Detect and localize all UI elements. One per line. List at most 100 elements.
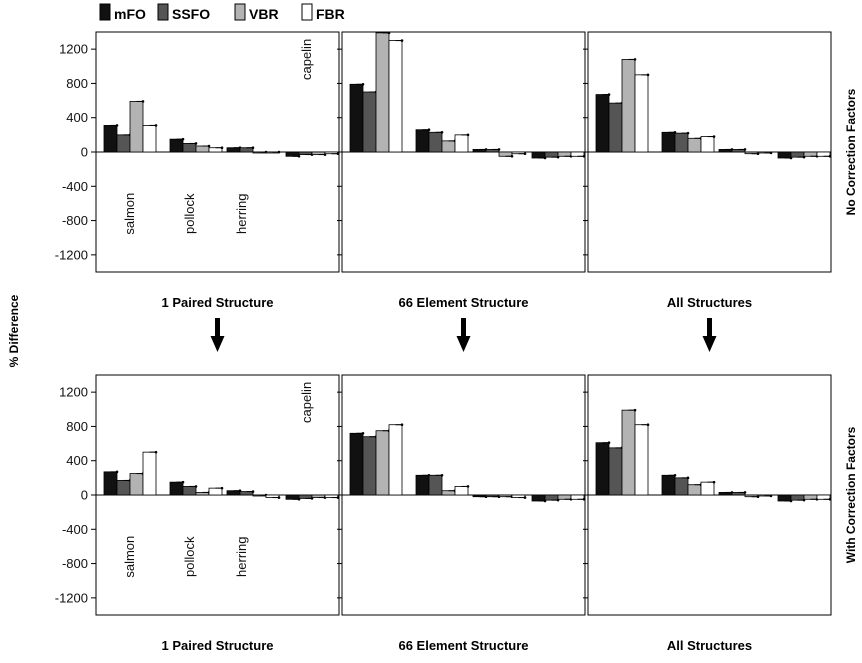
bar-fbr-salmon <box>634 424 649 496</box>
panel-1-1: 1200 800 400 0 -400 -800 -1200 salmon pollock her… <box>55 31 340 310</box>
panel-2-1: 1200 800 400 0 -400 -800 -1200 salmon pollock her… <box>55 374 340 653</box>
bar-vbr-capelin <box>803 494 818 500</box>
category-label-pollock: pollock <box>182 536 197 577</box>
down-arrow-shaft-3 <box>707 318 712 338</box>
y-tick-label: -400 <box>62 179 88 194</box>
bar-vbr-capelin <box>803 151 818 157</box>
error-cap <box>181 480 185 484</box>
error-cap <box>115 124 119 127</box>
arrows <box>210 318 717 352</box>
bar-ssfo-salmon <box>116 134 131 153</box>
bar-ssfo-pollock <box>428 474 443 496</box>
bar-fbr-pollock <box>208 147 223 153</box>
error-cap <box>194 142 198 145</box>
bar-ssfo-salmon <box>608 447 623 496</box>
legend: mFO SSFO VBR FBR <box>99 3 345 22</box>
error-cap <box>427 128 431 132</box>
y-tick-label: -400 <box>62 522 88 537</box>
error-cap <box>466 485 470 488</box>
category-label-herring: herring <box>234 193 249 233</box>
error-cap <box>466 133 470 137</box>
error-cap <box>181 137 185 141</box>
bar-ssfo-herring <box>239 491 254 496</box>
y-tick-label: 1200 <box>59 385 88 400</box>
bar-fbr-salmon <box>634 74 649 153</box>
bar-fbr-pollock <box>454 134 469 153</box>
legend-label-mfo: mFO <box>114 6 146 22</box>
down-arrow-shaft-1 <box>215 318 220 338</box>
error-cap <box>361 82 365 86</box>
bar-fbr-capelin <box>816 151 831 157</box>
error-cap <box>400 39 404 42</box>
bar-vbr-salmon <box>375 32 390 153</box>
error-cap <box>828 154 832 158</box>
legend-label-vbr: VBR <box>249 6 279 22</box>
bar-ssfo-herring <box>239 147 254 153</box>
bar-mfo-pollock <box>169 138 184 153</box>
bar-mfo-capelin <box>285 494 300 500</box>
y-axis-label: % Difference <box>7 294 21 367</box>
y-tick-label: 800 <box>66 419 88 434</box>
y-tick-label: 0 <box>81 488 88 503</box>
bar-vbr-capelin <box>557 151 572 157</box>
bar-mfo-salmon <box>103 471 118 496</box>
bar-mfo-herring <box>226 147 241 153</box>
down-arrow-head-3 <box>702 336 717 352</box>
error-cap <box>582 154 586 158</box>
y-tick-label: -1200 <box>55 590 88 605</box>
panel-xlabel: 1 Paired Structure <box>162 638 274 653</box>
error-cap <box>154 450 158 454</box>
category-label-salmon: salmon <box>122 193 137 235</box>
panels: 1200 800 400 0 -400 -800 -1200 salmon pollock her… <box>55 31 832 653</box>
bar-fbr-capelin <box>570 151 585 157</box>
bar-mfo-capelin <box>531 494 546 502</box>
bar-mfo-salmon <box>595 442 610 496</box>
error-cap <box>523 496 527 499</box>
bar-fbr-pollock <box>700 136 715 153</box>
error-cap <box>387 31 391 35</box>
legend-swatch-ssfo <box>157 3 169 21</box>
error-cap <box>510 154 514 158</box>
bar-mfo-pollock <box>661 474 676 496</box>
error-cap <box>277 496 281 499</box>
panel-xlabel: 1 Paired Structure <box>162 295 274 310</box>
error-cap <box>251 490 255 493</box>
bar-vbr-salmon <box>621 409 636 496</box>
bar-ssfo-capelin <box>544 151 559 158</box>
legend-swatch-fbr <box>301 3 313 21</box>
panel-xlabel: All Structures <box>667 295 752 310</box>
category-label-salmon: salmon <box>122 536 137 578</box>
bar-ssfo-pollock <box>182 486 197 496</box>
error-cap <box>523 152 527 156</box>
error-cap <box>673 473 677 477</box>
error-cap <box>828 497 832 501</box>
y-tick-label: 1200 <box>59 42 88 57</box>
error-cap <box>194 485 198 488</box>
category-label-herring: herring <box>234 536 249 576</box>
error-cap <box>336 496 340 499</box>
bar-vbr-salmon <box>129 473 144 496</box>
bar-mfo-capelin <box>531 151 546 159</box>
category-label-capelin: capelin <box>299 382 314 423</box>
error-cap <box>633 408 637 412</box>
bar-fbr-pollock <box>700 481 715 496</box>
error-cap <box>607 93 611 96</box>
bar-mfo-capelin <box>777 151 792 159</box>
error-cap <box>743 491 747 494</box>
error-cap <box>297 154 301 158</box>
legend-swatch-mfo <box>99 3 111 21</box>
bar-fbr-pollock <box>454 486 469 496</box>
bar-ssfo-salmon <box>116 480 131 496</box>
down-arrow-head-2 <box>456 336 471 352</box>
bar-ssfo-pollock <box>182 143 197 153</box>
row-label-no-correction: No Correction Factors <box>844 88 858 215</box>
bar-mfo-pollock <box>415 474 430 496</box>
bar-mfo-herring <box>226 490 241 496</box>
panel-xlabel: 66 Element Structure <box>398 638 528 653</box>
bar-ssfo-pollock <box>674 477 689 496</box>
bar-ssfo-capelin <box>790 494 805 501</box>
legend-swatch-vbr <box>234 3 246 21</box>
error-cap <box>251 146 255 150</box>
error-cap <box>686 476 690 480</box>
